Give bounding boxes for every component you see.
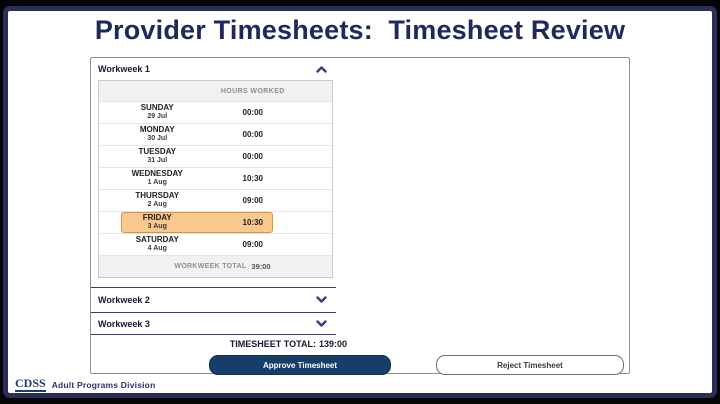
day-name: WEDNESDAY [131, 169, 183, 179]
day-row-wednesday[interactable]: WEDNESDAY 1 Aug 10:30 [99, 167, 332, 189]
day-date: 29 Jul [147, 113, 168, 121]
page-title: Provider Timesheets: Timesheet Review [94, 15, 626, 45]
selected-day-highlight [121, 212, 273, 233]
chevron-up-icon[interactable] [316, 65, 327, 73]
workweek-1-label: Workweek 1 [98, 64, 150, 74]
day-date: 3 Aug [147, 223, 167, 231]
day-date: 1 Aug [147, 179, 167, 187]
day-hours: 09:00 [242, 196, 263, 205]
day-date: 4 Aug [147, 245, 167, 253]
workweek-3-header[interactable]: Workweek 3 [91, 312, 336, 335]
reject-timesheet-button[interactable]: Reject Timesheet [436, 355, 624, 375]
day-name: MONDAY [139, 125, 175, 135]
day-row-friday-selected[interactable]: FRIDAY 3 Aug 10:30 [99, 211, 332, 233]
timesheet-total: TIMESHEET TOTAL: 139:00 [91, 339, 347, 349]
workweek-total-value: 39:00 [251, 262, 271, 271]
day-hours: 10:30 [242, 218, 263, 227]
workweek-2-header[interactable]: Workweek 2 [91, 287, 336, 311]
day-name: TUESDAY [138, 147, 177, 157]
hours-table: HOURS WORKED SUNDAY 29 Jul 00:00 MONDAY … [98, 80, 333, 278]
footer: CDSS Adult Programs Division [15, 377, 155, 392]
day-hours: 00:00 [242, 130, 263, 139]
day-name: SUNDAY [140, 103, 174, 113]
timesheet-total-label: TIMESHEET TOTAL: [229, 339, 316, 349]
day-date: 30 Jul [147, 135, 168, 143]
chevron-down-icon[interactable] [316, 320, 327, 327]
day-date: 2 Aug [147, 201, 167, 209]
day-name: SATURDAY [135, 235, 179, 245]
day-name: THURSDAY [135, 191, 180, 201]
workweek-total-row: WORKWEEK TOTAL 39:00 [99, 255, 332, 277]
approve-timesheet-button[interactable]: Approve Timesheet [209, 355, 391, 375]
day-row-saturday[interactable]: SATURDAY 4 Aug 09:00 [99, 233, 332, 255]
division-label: Adult Programs Division [51, 379, 156, 390]
cdss-logo: CDSS [15, 376, 46, 392]
table-header-row: HOURS WORKED [99, 81, 332, 101]
day-row-monday[interactable]: MONDAY 30 Jul 00:00 [99, 123, 332, 145]
day-hours: 10:30 [242, 174, 263, 183]
day-row-sunday[interactable]: SUNDAY 29 Jul 00:00 [99, 101, 332, 123]
day-row-tuesday[interactable]: TUESDAY 31 Jul 00:00 [99, 145, 332, 167]
day-hours: 00:00 [242, 152, 263, 161]
workweek-3-label: Workweek 3 [98, 318, 150, 329]
timesheet-total-value: 139:00 [318, 339, 347, 349]
chevron-down-icon[interactable] [316, 296, 327, 303]
workweek-2-label: Workweek 2 [98, 294, 150, 305]
hours-worked-header: HOURS WORKED [220, 87, 285, 95]
day-date: 31 Jul [147, 157, 168, 165]
day-hours: 00:00 [242, 108, 263, 117]
day-name: FRIDAY [142, 213, 172, 223]
day-row-thursday[interactable]: THURSDAY 2 Aug 09:00 [99, 189, 332, 211]
workweek-1-header[interactable]: Workweek 1 [91, 59, 336, 79]
timesheet-review-panel: Workweek 1 HOURS WORKED SUNDAY 29 Jul 00… [90, 57, 630, 375]
workweek-total-label: WORKWEEK TOTAL [174, 263, 247, 270]
day-hours: 09:00 [242, 240, 263, 249]
slide: Provider Timesheets: Timesheet Review Wo… [3, 6, 717, 398]
